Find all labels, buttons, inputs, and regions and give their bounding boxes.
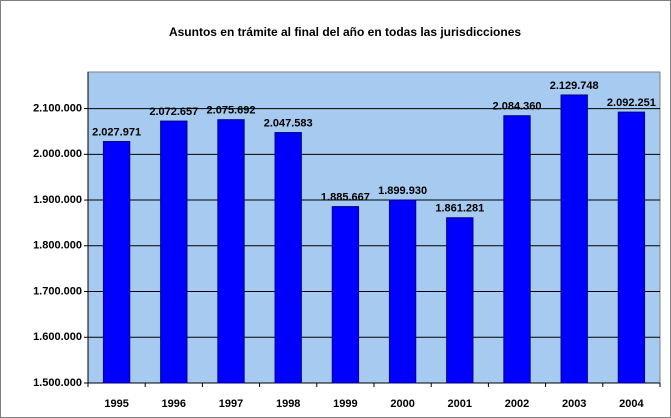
x-tick-label: 2000 [390,398,414,410]
bar [331,206,360,384]
bar [102,141,131,384]
x-tick-label: 2001 [448,398,472,410]
chart-title: Asuntos en trámite al final del año en t… [169,25,521,39]
data-label: 2.092.251 [607,97,656,109]
y-tick-label: 1.600.000 [33,331,82,343]
y-tick-label: 1.900.000 [33,194,82,206]
x-tick-label: 1999 [333,398,357,410]
bar [217,119,245,384]
data-label: 2.072.657 [149,106,198,118]
data-label: 2.075.692 [207,105,256,117]
bar [274,132,302,384]
data-label: 2.047.583 [264,117,313,129]
data-label: 1.861.281 [435,203,484,215]
x-tick-label: 1995 [104,398,128,410]
bar [503,115,531,384]
y-tick-label: 1.800.000 [33,240,82,252]
data-label: 1.899.930 [378,185,427,197]
y-tick-label: 2.100.000 [33,102,82,114]
bar [560,94,588,384]
data-label: 1.885.667 [321,192,370,204]
x-tick-label: 1997 [219,398,243,410]
bar [617,111,646,384]
data-label: 2.084.360 [493,101,542,113]
y-tick-label: 2.000.000 [33,148,82,160]
x-tick-label: 1998 [276,398,300,410]
data-label: 2.027.971 [92,126,141,138]
y-tick-label: 1.700.000 [33,285,82,297]
x-tick-label: 2004 [619,398,644,410]
y-tick-label: 1.500.000 [33,377,82,389]
x-tick-label: 2003 [562,398,586,410]
bar [160,120,188,384]
data-label: 2.129.748 [550,80,599,92]
bar [388,199,417,384]
bar [446,217,474,384]
x-tick-label: 1996 [162,398,186,410]
x-tick-label: 2002 [505,398,529,410]
